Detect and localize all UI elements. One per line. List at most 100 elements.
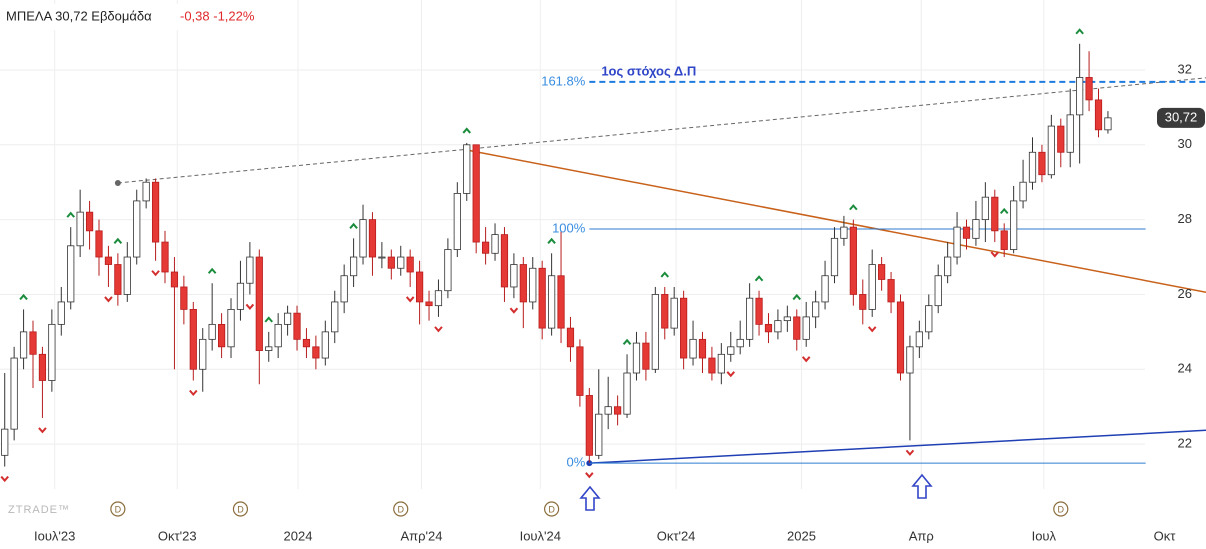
candle-body bbox=[434, 290, 443, 307]
candle-body bbox=[95, 230, 103, 258]
down-marker bbox=[726, 371, 736, 378]
candle-body bbox=[19, 331, 28, 359]
candle-body bbox=[849, 226, 857, 295]
candle-body bbox=[981, 196, 989, 221]
candle-body bbox=[1066, 114, 1074, 153]
candle-body bbox=[180, 286, 188, 310]
candle-body bbox=[104, 256, 113, 265]
candle-body bbox=[614, 406, 622, 415]
down-marker bbox=[867, 326, 877, 333]
candle-body bbox=[529, 267, 537, 303]
candle-body bbox=[661, 294, 669, 329]
candle-body bbox=[1085, 77, 1093, 101]
candle-body bbox=[651, 294, 659, 370]
y-tick-label: 26 bbox=[1178, 286, 1192, 301]
candle-body bbox=[312, 346, 320, 359]
candle-body bbox=[717, 353, 725, 374]
price-change: -0,38 -1,22% bbox=[180, 8, 255, 23]
candle-body bbox=[868, 264, 876, 310]
candle-body bbox=[793, 316, 801, 340]
candle-body bbox=[1000, 230, 1008, 250]
candle-body bbox=[915, 331, 923, 348]
candle-body bbox=[1028, 151, 1037, 183]
down-marker bbox=[585, 472, 594, 479]
dividend-marker bbox=[393, 501, 409, 517]
dividend-label: D bbox=[397, 504, 404, 514]
y-tick-label: 32 bbox=[1178, 61, 1192, 76]
down-marker bbox=[189, 389, 198, 397]
candle-body bbox=[189, 309, 197, 370]
candle-body bbox=[368, 219, 377, 258]
candle-body bbox=[293, 312, 301, 340]
candle-body bbox=[208, 323, 216, 340]
arrow-icon bbox=[579, 485, 601, 511]
down-marker bbox=[104, 296, 113, 303]
candle-body bbox=[246, 256, 254, 284]
up-marker bbox=[66, 211, 75, 218]
down-marker bbox=[405, 296, 415, 303]
down-marker bbox=[509, 307, 519, 314]
candle-body bbox=[500, 234, 509, 288]
candle-body bbox=[29, 331, 37, 355]
candle-body bbox=[830, 237, 839, 277]
up-marker bbox=[349, 222, 358, 229]
candle-body bbox=[482, 241, 490, 254]
candle-body bbox=[802, 316, 810, 340]
down-marker bbox=[905, 449, 915, 456]
candle-body bbox=[1057, 125, 1065, 153]
up-marker bbox=[264, 316, 273, 323]
candle-body bbox=[331, 301, 339, 333]
down-marker bbox=[0, 475, 9, 483]
up-marker bbox=[547, 237, 556, 244]
candle-body bbox=[406, 256, 414, 273]
dividend-marker bbox=[544, 501, 560, 517]
candle-body bbox=[812, 301, 820, 318]
candle-body bbox=[302, 338, 311, 348]
candle-body bbox=[962, 226, 971, 239]
title-box bbox=[0, 4, 272, 30]
candle-body bbox=[378, 256, 386, 259]
candle-body bbox=[161, 241, 169, 273]
trendline bbox=[466, 149, 1206, 293]
up-marker bbox=[754, 275, 764, 282]
candle-body bbox=[1047, 125, 1055, 176]
candle-body bbox=[142, 181, 150, 202]
candle-body bbox=[1010, 200, 1018, 250]
grid bbox=[0, 0, 1145, 489]
candle-body bbox=[227, 309, 235, 348]
candle-body bbox=[604, 406, 612, 415]
candle-body bbox=[444, 249, 452, 292]
x-tick-label: Οκτ'24 bbox=[657, 528, 696, 543]
candle-body bbox=[321, 331, 329, 359]
candle-body bbox=[538, 267, 546, 329]
down-marker bbox=[38, 427, 47, 434]
candle-body bbox=[1019, 181, 1027, 202]
candle-body bbox=[689, 338, 697, 359]
candle-body bbox=[1076, 77, 1084, 116]
dividend-label: D bbox=[115, 504, 122, 514]
candle-body bbox=[566, 327, 575, 348]
x-tick-label: Ιουλ bbox=[1032, 528, 1057, 543]
candle-body bbox=[746, 297, 754, 340]
trendline bbox=[589, 429, 1206, 464]
dividend-marker bbox=[1053, 501, 1069, 517]
candle-body bbox=[151, 181, 160, 243]
candle-body bbox=[453, 193, 461, 250]
candle-body bbox=[680, 297, 688, 359]
up-marker bbox=[999, 207, 1009, 215]
trendline-anchor bbox=[114, 179, 121, 186]
up-marker bbox=[113, 237, 123, 244]
candle-body bbox=[972, 219, 980, 239]
candle-body bbox=[199, 338, 207, 370]
candle-body bbox=[783, 316, 791, 322]
dividend-marker bbox=[232, 501, 249, 517]
candle-body bbox=[557, 275, 565, 329]
candle-body bbox=[67, 245, 75, 303]
chart-title: ΜΠΕΛΑ 30,72 Εβδομάδα bbox=[6, 8, 152, 23]
candle-body bbox=[472, 144, 480, 243]
candle-body bbox=[1104, 117, 1112, 131]
candle-body bbox=[887, 279, 895, 303]
fib-label: 100% bbox=[552, 220, 586, 235]
